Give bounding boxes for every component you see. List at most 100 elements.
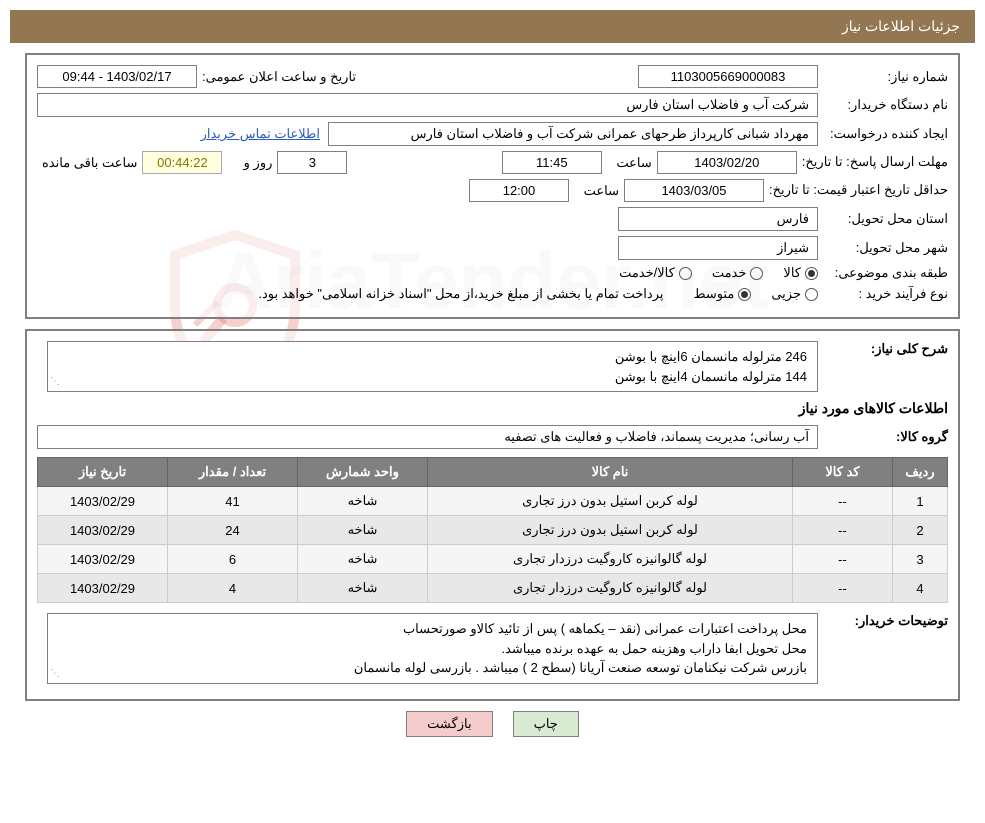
print-button[interactable]: چاپ xyxy=(513,711,579,737)
cell-date: 1403/02/29 xyxy=(38,487,168,516)
purchase-type-label: نوع فرآیند خرید : xyxy=(818,286,948,302)
cell-unit: شاخه xyxy=(298,516,428,545)
col-name: نام کالا xyxy=(428,458,793,487)
table-row: 2--لوله کربن استیل بدون درز تجاریشاخه241… xyxy=(38,516,948,545)
cell-unit: شاخه xyxy=(298,545,428,574)
radio-partial-label: جزیی xyxy=(771,286,801,302)
description-box: 246 مترلوله مانسمان 6اینچ با بوشن 144 مت… xyxy=(47,341,818,392)
deadline-label: مهلت ارسال پاسخ: تا تاریخ: xyxy=(797,154,948,171)
cell-code: -- xyxy=(793,574,893,603)
note-line-2: محل تحویل ابفا داراب وهزینه حمل به عهده … xyxy=(58,639,807,659)
cell-name: لوله گالوانیزه کاروگیت درزدار تجاری xyxy=(428,574,793,603)
remaining-label: ساعت باقی مانده xyxy=(37,155,142,171)
announce-datetime-value: 1403/02/17 - 09:44 xyxy=(37,65,197,88)
radio-dot-icon xyxy=(805,267,818,280)
resize-handle-icon[interactable]: ⋰ xyxy=(50,666,60,681)
radio-service-label: خدمت xyxy=(712,265,747,281)
deadline-time-label: ساعت xyxy=(602,155,657,171)
cell-qty: 4 xyxy=(168,574,298,603)
description-label: شرح کلی نیاز: xyxy=(818,341,948,357)
page-header: جزئیات اطلاعات نیاز xyxy=(10,10,975,43)
cell-code: -- xyxy=(793,487,893,516)
radio-goods-label: کالا xyxy=(783,265,801,281)
items-heading: اطلاعات کالاهای مورد نیاز xyxy=(37,400,948,417)
creator-value: مهرداد شبانی کارپرداز طرحهای عمرانی شرکت… xyxy=(328,122,818,146)
col-code: کد کالا xyxy=(793,458,893,487)
cell-code: -- xyxy=(793,545,893,574)
resize-handle-icon[interactable]: ⋰ xyxy=(50,374,60,389)
category-radio-group: کالا خدمت کالا/خدمت xyxy=(619,265,818,281)
cell-date: 1403/02/29 xyxy=(38,516,168,545)
request-number-label: شماره نیاز: xyxy=(818,69,948,85)
table-row: 1--لوله کربن استیل بدون درز تجاریشاخه411… xyxy=(38,487,948,516)
back-button[interactable]: بازگشت xyxy=(406,711,492,737)
radio-dot-icon xyxy=(805,288,818,301)
validity-time-label: ساعت xyxy=(569,183,624,199)
deadline-date-value: 1403/02/20 xyxy=(657,151,797,174)
cell-code: -- xyxy=(793,516,893,545)
radio-partial[interactable]: جزیی xyxy=(771,286,818,302)
cell-date: 1403/02/29 xyxy=(38,545,168,574)
cell-row: 4 xyxy=(893,574,948,603)
validity-time-value: 12:00 xyxy=(469,179,569,202)
cell-unit: شاخه xyxy=(298,487,428,516)
col-qty: تعداد / مقدار xyxy=(168,458,298,487)
countdown-timer: 00:44:22 xyxy=(142,151,222,174)
province-value: فارس xyxy=(618,207,818,231)
note-line-3: بازرس شرکت نیکنامان توسعه صنعت آریانا (س… xyxy=(58,658,807,678)
items-table: ردیف کد کالا نام کالا واحد شمارش تعداد /… xyxy=(37,457,948,603)
payment-note: پرداخت تمام یا بخشی از مبلغ خرید،از محل … xyxy=(258,286,663,302)
cell-qty: 6 xyxy=(168,545,298,574)
radio-medium-label: متوسط xyxy=(693,286,734,302)
city-value: شیراز xyxy=(618,236,818,260)
table-row: 3--لوله گالوانیزه کاروگیت درزدار تجاریشا… xyxy=(38,545,948,574)
cell-row: 1 xyxy=(893,487,948,516)
cell-name: لوله کربن استیل بدون درز تجاری xyxy=(428,487,793,516)
announce-datetime-label: تاریخ و ساعت اعلان عمومی: xyxy=(197,69,356,85)
cell-date: 1403/02/29 xyxy=(38,574,168,603)
group-value: آب رسانی؛ مدیریت پسماند، فاضلاب و فعالیت… xyxy=(37,425,818,449)
radio-goods-service-label: کالا/خدمت xyxy=(619,265,675,281)
city-label: شهر محل تحویل: xyxy=(818,240,948,256)
main-info-panel: شماره نیاز: 1103005669000083 تاریخ و ساع… xyxy=(25,53,960,319)
cell-name: لوله گالوانیزه کاروگیت درزدار تجاری xyxy=(428,545,793,574)
validity-label: حداقل تاریخ اعتبار قیمت: تا تاریخ: xyxy=(764,182,948,199)
province-label: استان محل تحویل: xyxy=(818,211,948,227)
table-row: 4--لوله گالوانیزه کاروگیت درزدار تجاریشا… xyxy=(38,574,948,603)
details-panel: شرح کلی نیاز: 246 مترلوله مانسمان 6اینچ … xyxy=(25,329,960,701)
radio-medium[interactable]: متوسط xyxy=(693,286,751,302)
days-remaining-value: 3 xyxy=(277,151,347,174)
cell-qty: 24 xyxy=(168,516,298,545)
radio-dot-icon xyxy=(750,267,763,280)
col-date: تاریخ نیاز xyxy=(38,458,168,487)
request-number-value: 1103005669000083 xyxy=(638,65,818,88)
header-title: جزئیات اطلاعات نیاز xyxy=(842,18,960,34)
radio-service[interactable]: خدمت xyxy=(712,265,764,281)
purchase-radio-group: جزیی متوسط xyxy=(693,286,818,302)
buyer-name-value: شرکت آب و فاضلاب استان فارس xyxy=(37,93,818,117)
radio-goods-service[interactable]: کالا/خدمت xyxy=(619,265,692,281)
cell-row: 3 xyxy=(893,545,948,574)
cell-qty: 41 xyxy=(168,487,298,516)
group-label: گروه کالا: xyxy=(818,429,948,445)
days-label: روز و xyxy=(222,155,277,171)
col-row: ردیف xyxy=(893,458,948,487)
category-label: طبقه بندی موضوعی: xyxy=(818,265,948,281)
desc-line-2: 144 مترلوله مانسمان 4اینچ با بوشن xyxy=(58,367,807,387)
deadline-time-value: 11:45 xyxy=(502,151,602,174)
buyer-notes-label: توضیحات خریدار: xyxy=(818,613,948,629)
action-bar: چاپ بازگشت xyxy=(0,711,985,737)
creator-label: ایجاد کننده درخواست: xyxy=(818,126,948,142)
radio-goods[interactable]: کالا xyxy=(783,265,818,281)
cell-row: 2 xyxy=(893,516,948,545)
radio-dot-icon xyxy=(738,288,751,301)
cell-name: لوله کربن استیل بدون درز تجاری xyxy=(428,516,793,545)
note-line-1: محل پرداخت اعتبارات عمرانی (نقد – یکماهه… xyxy=(58,619,807,639)
radio-dot-icon xyxy=(679,267,692,280)
validity-date-value: 1403/03/05 xyxy=(624,179,764,202)
desc-line-1: 246 مترلوله مانسمان 6اینچ با بوشن xyxy=(58,347,807,367)
buyer-notes-box: محل پرداخت اعتبارات عمرانی (نقد – یکماهه… xyxy=(47,613,818,684)
col-unit: واحد شمارش xyxy=(298,458,428,487)
cell-unit: شاخه xyxy=(298,574,428,603)
contact-link[interactable]: اطلاعات تماس خریدار xyxy=(201,126,320,142)
